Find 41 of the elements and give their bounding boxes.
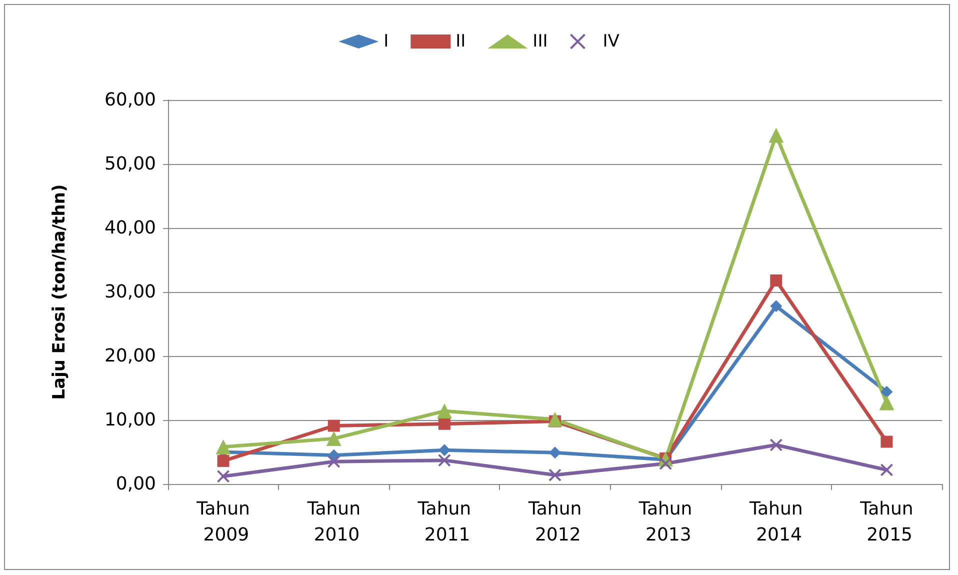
point: [770, 300, 782, 312]
point: [880, 463, 894, 476]
y-tick-label: 60,00: [104, 90, 156, 110]
point: [659, 457, 672, 470]
x-tick-label: Tahun 2015: [859, 498, 914, 546]
point: [880, 386, 893, 398]
point: [327, 455, 340, 468]
x-tick-label: Tahun 2010: [306, 498, 360, 546]
point: [216, 470, 230, 483]
y-tick-label: 10,00: [104, 410, 156, 430]
point: [328, 420, 340, 432]
legend-label: III: [532, 32, 548, 52]
point: [548, 412, 562, 427]
point: [549, 446, 561, 459]
point: [438, 444, 450, 456]
point: [326, 431, 342, 446]
x-tick-label: Tahun 2009: [196, 498, 250, 546]
y-tick-label: 0,00: [116, 474, 156, 494]
y-tick-label: 30,00: [104, 282, 156, 302]
x-tick-label: Tahun 2012: [527, 498, 582, 546]
y-tick-label: 20,00: [104, 346, 156, 366]
point: [768, 128, 784, 143]
x-tick-label: Tahun 2014: [748, 498, 803, 546]
point: [880, 436, 893, 448]
legend-label: II: [456, 32, 466, 52]
point: [770, 438, 783, 452]
point: [217, 454, 230, 467]
point: [438, 454, 451, 467]
point: [436, 404, 452, 419]
y-tick-label: 50,00: [104, 154, 156, 174]
point: [216, 439, 231, 454]
y-tick-label: 40,00: [104, 218, 156, 238]
legend-label: I: [384, 32, 389, 52]
point: [438, 418, 450, 430]
x-tick-label: Tahun 2011: [416, 498, 472, 546]
point: [770, 274, 782, 286]
y-axis-title: Laju Erosi (ton/ha/thn): [50, 184, 70, 400]
point: [548, 468, 562, 482]
legend-label: IV: [602, 32, 620, 52]
point: [879, 395, 894, 410]
x-tick-label: Tahun 2013: [638, 498, 692, 546]
